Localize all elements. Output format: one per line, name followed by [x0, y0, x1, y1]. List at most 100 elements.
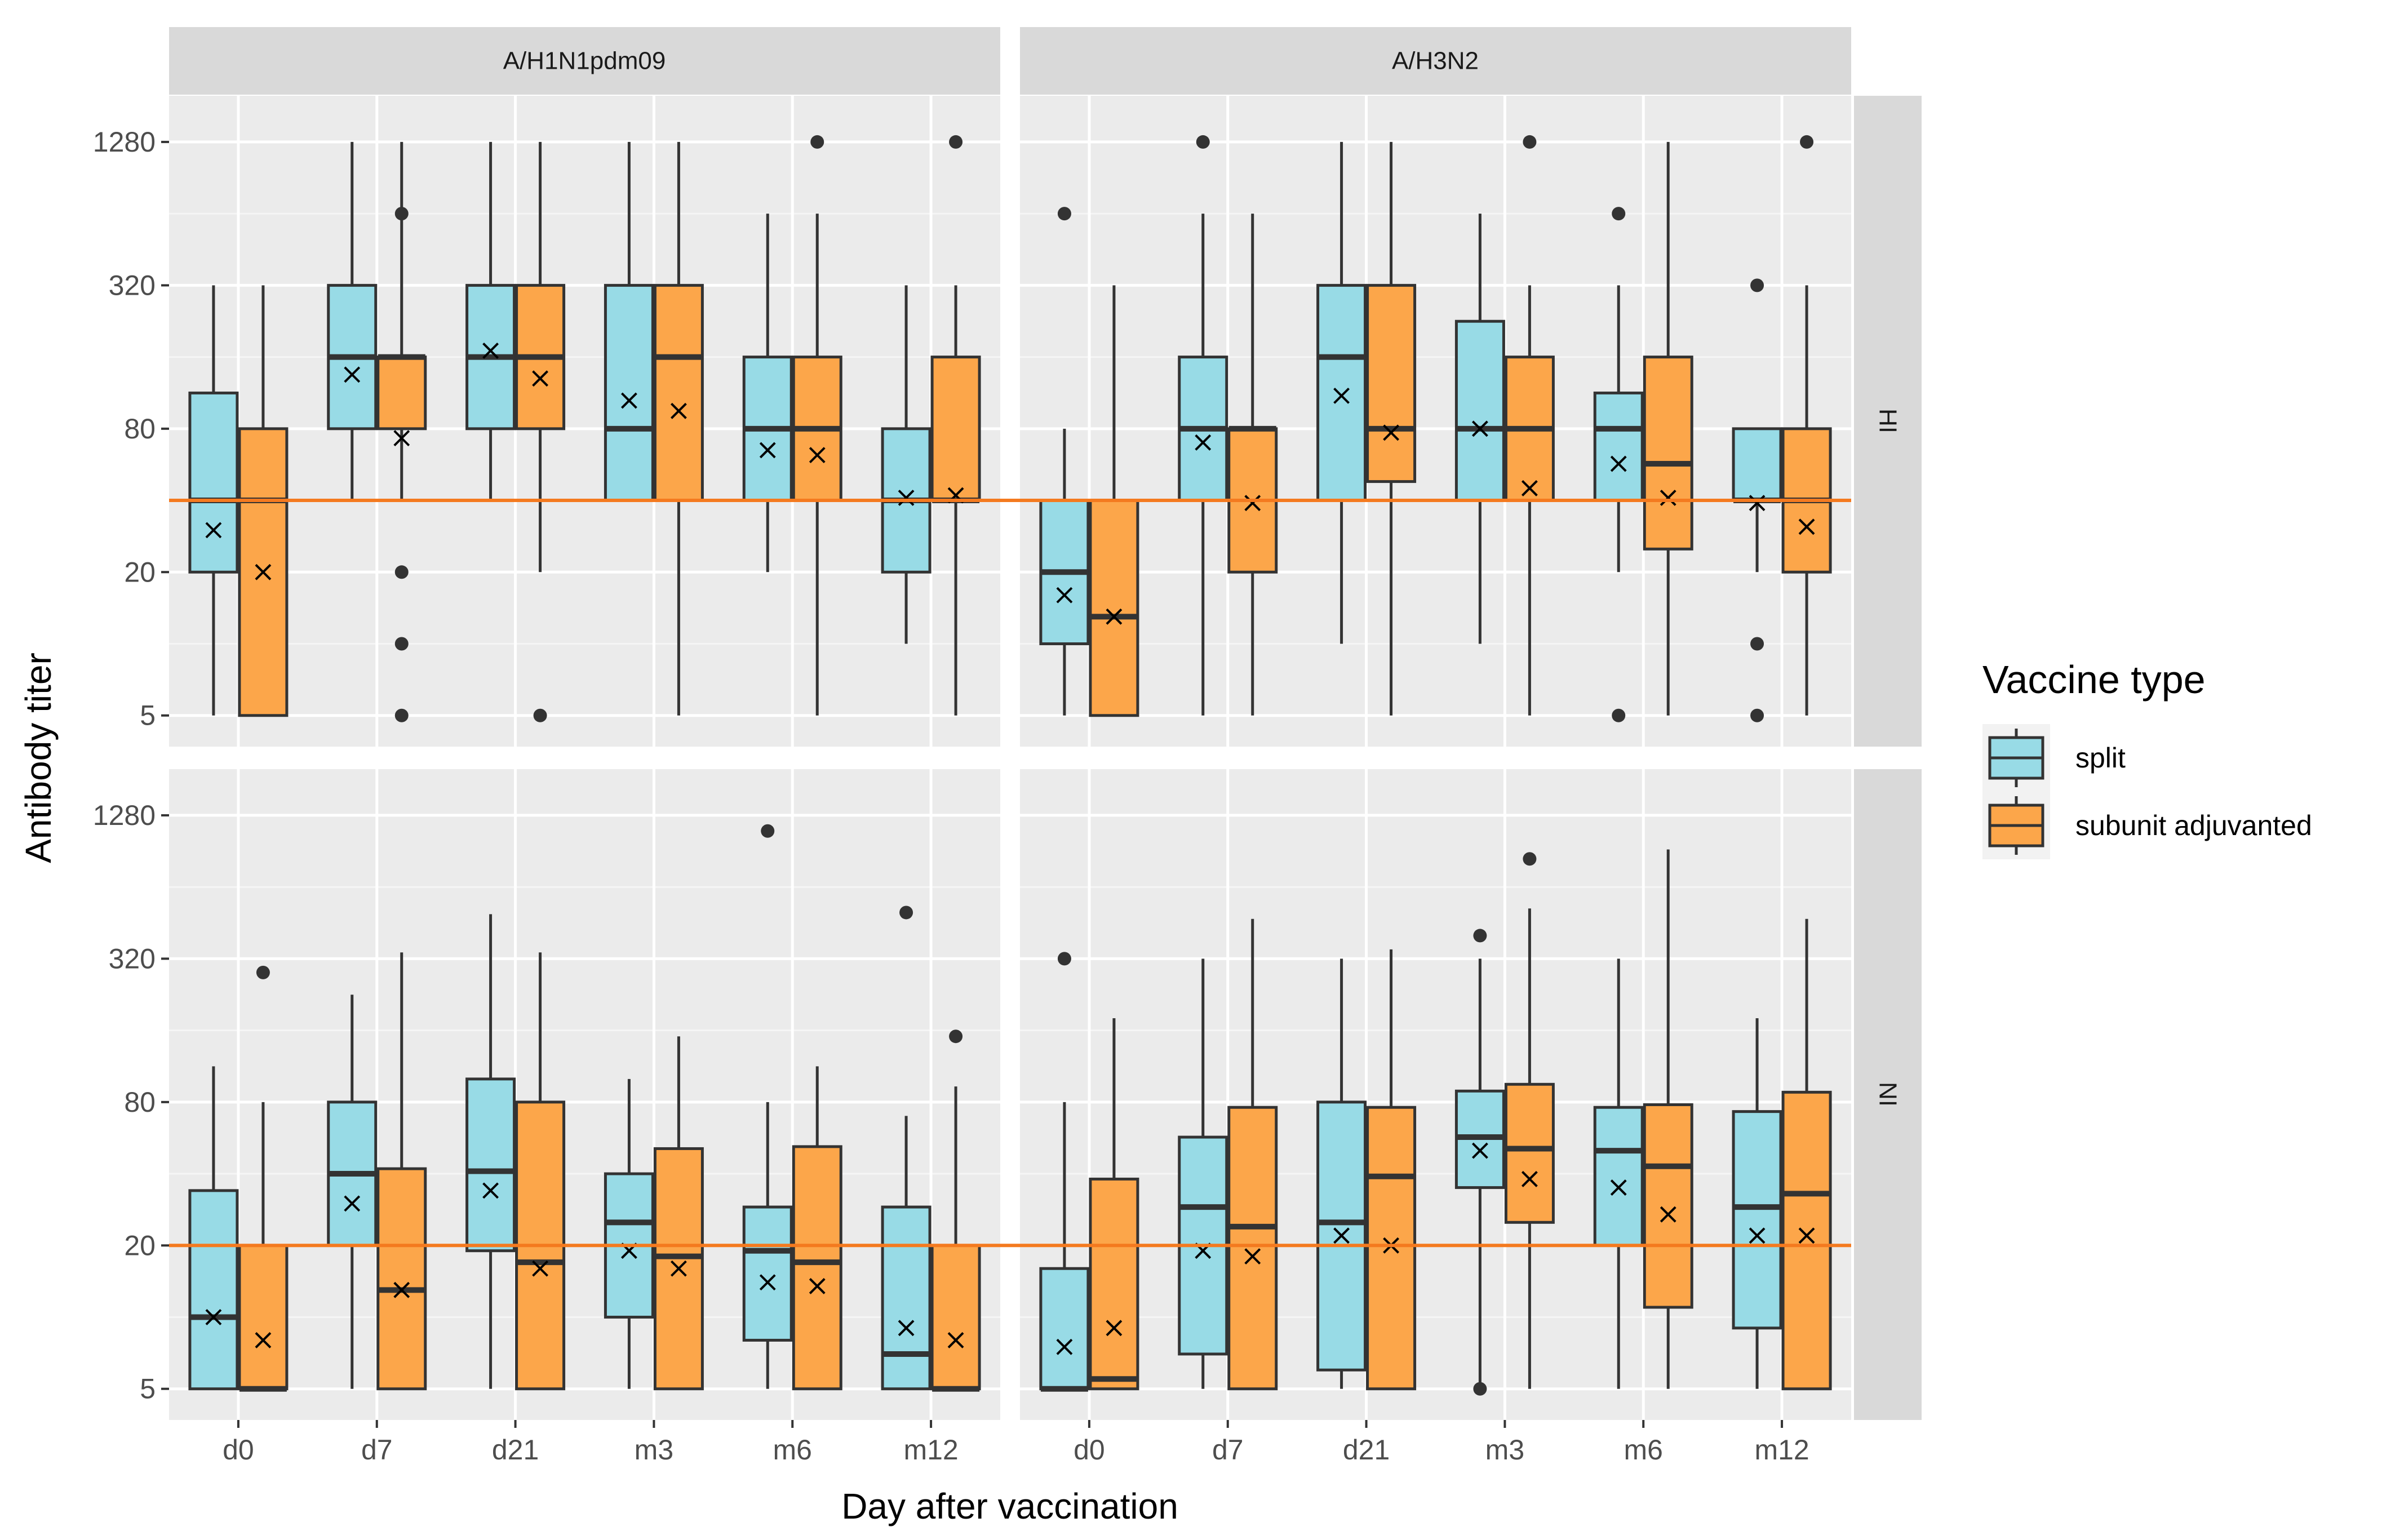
- box-m6: [742, 214, 793, 572]
- y-tick-label: 80: [124, 413, 156, 445]
- outlier-point: [949, 135, 963, 149]
- mean-marker: [1749, 1227, 1766, 1244]
- outlier-point: [394, 637, 409, 651]
- series-subunit-adjuvanted: [238, 135, 981, 722]
- y-axis-hi: 5 20 80 320 1280: [93, 126, 169, 731]
- outlier-point: [394, 207, 409, 221]
- outlier-point: [1196, 135, 1210, 149]
- mean-marker: [1749, 495, 1766, 512]
- box-d0: [1089, 285, 1139, 717]
- mean-marker: [671, 402, 687, 419]
- mean-marker: [205, 522, 222, 539]
- box-d7: [376, 141, 427, 722]
- mean-marker: [255, 1332, 272, 1348]
- facet-strip-h1n1-bg: [169, 27, 1000, 95]
- box-iqr: [1039, 1267, 1090, 1391]
- box-m3: [653, 1036, 704, 1391]
- box-iqr: [604, 283, 654, 502]
- mean-marker: [482, 1182, 499, 1199]
- box-iqr: [930, 1244, 981, 1391]
- mean-marker: [809, 447, 826, 464]
- y-tick-label: 80: [124, 1086, 156, 1118]
- box-d21: [1316, 958, 1367, 1389]
- box-m3: [1504, 135, 1555, 716]
- mean-marker: [759, 1274, 776, 1291]
- box-d21: [1366, 141, 1417, 716]
- outlier-point: [1800, 135, 1814, 149]
- box-m6: [1593, 958, 1644, 1389]
- y-tick-label: 20: [124, 556, 156, 588]
- outlier-point: [394, 565, 409, 579]
- outlier-point: [1473, 929, 1487, 943]
- box-d21: [465, 141, 516, 501]
- mean-marker: [1610, 455, 1627, 472]
- facet-strip-ni-bg: [1854, 769, 1922, 1420]
- box-d0: [1039, 207, 1090, 716]
- box-m3: [1504, 852, 1555, 1389]
- facet-strip-ni: NI: [1854, 769, 1922, 1420]
- mean-marker: [393, 1281, 410, 1298]
- outlier-point: [761, 824, 775, 838]
- box-d0: [188, 285, 239, 716]
- x-tick-label: d7: [361, 1434, 393, 1466]
- y-tick-label: 1280: [93, 800, 156, 831]
- outlier-point: [394, 708, 409, 722]
- box-iqr: [653, 1147, 704, 1391]
- x-axis-1: d0 d7 d21 m3 m6 m12: [1074, 1420, 1809, 1466]
- x-tick-label: m12: [903, 1434, 958, 1466]
- box-d7: [1178, 135, 1228, 716]
- box-d21: [465, 914, 516, 1389]
- series-subunit-adjuvanted: [1089, 849, 1832, 1391]
- x-tick-label: m12: [1754, 1434, 1809, 1466]
- legend-label-subunit-adjuvanted: subunit adjuvanted: [2075, 810, 2312, 841]
- box-iqr: [1089, 1177, 1139, 1391]
- box-m3: [1454, 929, 1505, 1396]
- mean-marker: [1383, 424, 1399, 441]
- mean-marker: [1056, 1338, 1073, 1355]
- facet-strip-h1n1: A/H1N1pdm09: [169, 27, 1000, 95]
- mean-marker: [1333, 1227, 1350, 1244]
- box-iqr: [653, 283, 704, 502]
- mean-marker: [344, 366, 361, 383]
- box-iqr: [1089, 499, 1139, 717]
- outlier-point: [1612, 207, 1626, 221]
- legend-label-split: split: [2075, 742, 2126, 774]
- legend-item-subunit-adjuvanted: subunit adjuvanted: [1982, 792, 2312, 859]
- outlier-point: [1612, 708, 1626, 722]
- panel-0-0: [169, 96, 1000, 747]
- legend-title: Vaccine type: [1982, 658, 2206, 702]
- mean-marker: [255, 563, 272, 580]
- outlier-point: [1750, 278, 1764, 292]
- facet-strip-hi: HI: [1854, 96, 1922, 747]
- box-d7: [1227, 918, 1278, 1391]
- box-d21: [1316, 141, 1367, 644]
- box-iqr: [1593, 1106, 1644, 1247]
- x-axis-0: d0 d7 d21 m3 m6 m12: [223, 1420, 959, 1466]
- box-m12: [1732, 1018, 1782, 1389]
- legend: Vaccine type split subunit adjuvanted: [1982, 658, 2312, 859]
- outlier-point: [810, 135, 824, 149]
- box-m6: [792, 135, 842, 716]
- mean-marker: [947, 1332, 964, 1348]
- facet-strip-h3n2-bg: [1020, 27, 1851, 95]
- mean-marker: [344, 1195, 361, 1212]
- box-iqr: [1643, 356, 1693, 551]
- mean-marker: [1106, 608, 1123, 625]
- y-axis-ni: 5 20 80 320 1280: [93, 800, 169, 1405]
- box-iqr: [376, 1167, 427, 1391]
- box-d0: [188, 1066, 239, 1391]
- mean-marker: [1106, 1320, 1123, 1337]
- y-tick-label: 5: [140, 700, 156, 731]
- facet-strip-ni-label: NI: [1874, 1082, 1902, 1107]
- x-tick-label: m3: [1485, 1434, 1524, 1466]
- mean-marker: [759, 442, 776, 459]
- box-iqr: [1593, 391, 1644, 502]
- box-d0: [1089, 1018, 1139, 1391]
- box-d7: [327, 141, 378, 501]
- box-m6: [1643, 141, 1693, 716]
- outlier-point: [1523, 135, 1537, 149]
- box-d7: [376, 952, 427, 1391]
- box-iqr: [1643, 1103, 1693, 1309]
- outlier-point: [949, 1029, 963, 1044]
